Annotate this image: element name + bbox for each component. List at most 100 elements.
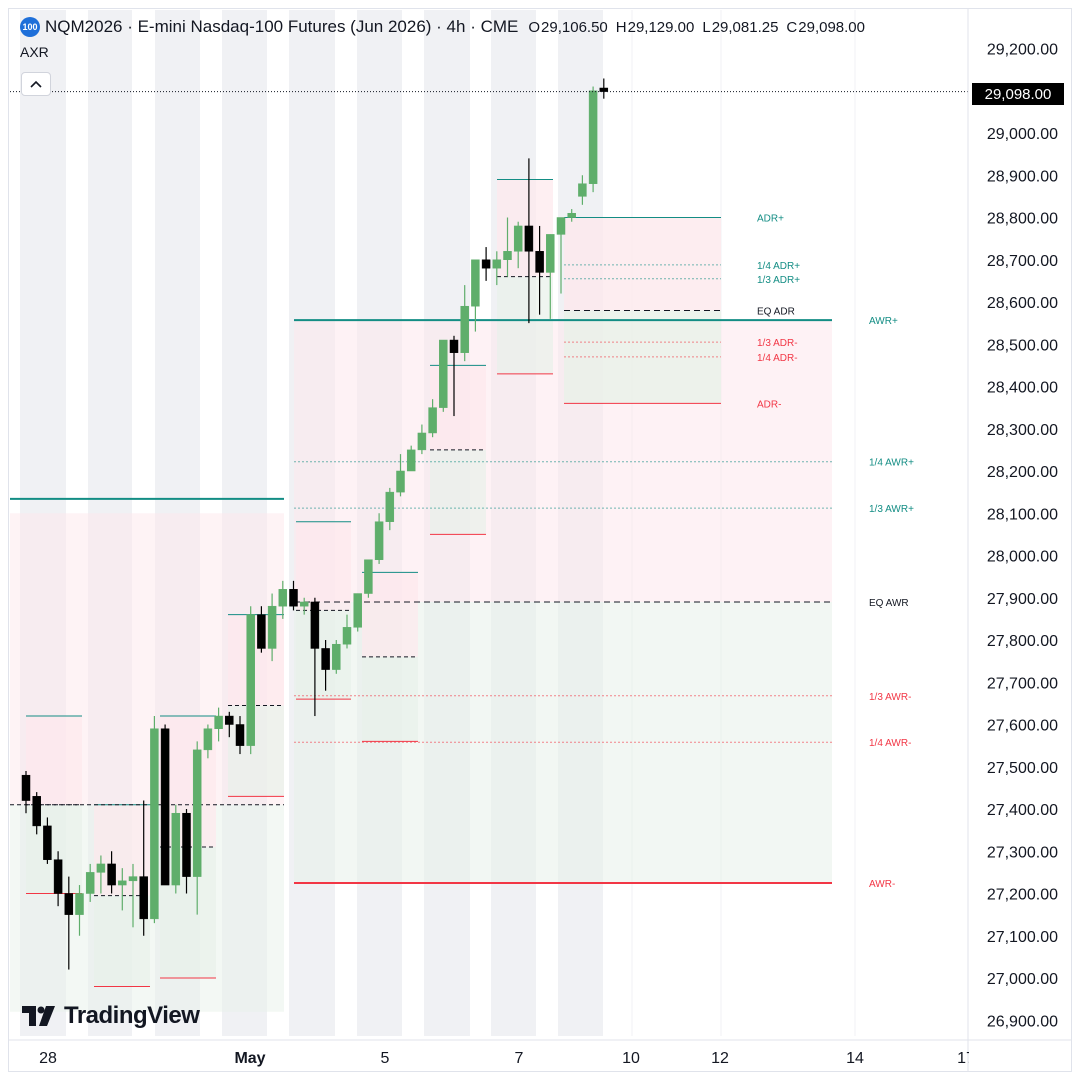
y-tick-label: 27,900.00 (987, 591, 1058, 608)
indicator-name[interactable]: AXR (20, 44, 49, 60)
y-tick-label: 28,700.00 (987, 253, 1058, 270)
x-tick-label: 12 (711, 1050, 729, 1067)
y-tick-label: 27,100.00 (987, 929, 1058, 946)
candle-body (32, 796, 41, 827)
candle-body (567, 213, 576, 218)
candle-body (278, 589, 288, 607)
y-tick-label: 29,000.00 (987, 126, 1058, 143)
y-tick-label: 28,900.00 (987, 168, 1058, 185)
candle-body (599, 87, 609, 92)
candle-body (225, 715, 234, 725)
candle-body (182, 812, 191, 877)
x-tick-label: May (234, 1050, 265, 1067)
y-tick-label: 28,600.00 (987, 295, 1058, 312)
axr-level-label: ADR+ (757, 214, 784, 225)
y-tick-label: 27,700.00 (987, 675, 1058, 692)
axr-level-label: 1/3 ADR- (757, 338, 798, 349)
candle-body (107, 863, 116, 886)
prior-day-zone (362, 656, 418, 742)
chevron-up-icon (30, 80, 42, 88)
y-tick-label: 28,400.00 (987, 380, 1058, 397)
axr-level-label: 1/4 AWR+ (869, 458, 914, 469)
candle-body (203, 728, 213, 751)
y-tick-label: 27,500.00 (987, 760, 1058, 777)
candle-body (310, 601, 320, 649)
tradingview-logo[interactable]: TradingView (22, 1002, 200, 1030)
candle-body (439, 339, 448, 408)
axr-level-label: ADR- (757, 399, 781, 410)
ohlc-key: H (615, 18, 627, 36)
axr-level-label: 1/4 ADR+ (757, 261, 800, 272)
candle-body (578, 183, 587, 197)
candle-body (96, 863, 106, 873)
y-tick-label: 27,800.00 (987, 633, 1058, 650)
y-tick-label: 28,800.00 (987, 211, 1058, 228)
axr-level-label: 1/3 ADR+ (757, 275, 800, 286)
axr-level-label: 1/3 AWR- (869, 692, 911, 703)
candle-body (460, 305, 469, 353)
candle-body (85, 872, 95, 894)
y-tick-label: 27,400.00 (987, 802, 1058, 819)
candle-body (492, 259, 502, 269)
candle-body (396, 470, 405, 493)
candle-body (385, 491, 395, 522)
axr-level-label: 1/4 ADR- (757, 353, 798, 364)
y-tick-label: 28,100.00 (987, 506, 1058, 523)
candle-body (150, 728, 159, 920)
candle-body (235, 724, 245, 746)
axr-level-label: 1/4 AWR- (869, 738, 911, 749)
candle-body (192, 749, 202, 877)
candle-body (556, 217, 566, 235)
y-tick-label: 27,000.00 (987, 971, 1058, 988)
candle-body (139, 876, 148, 920)
ohlc-value: 29,098.00 (798, 18, 865, 36)
candle-body (513, 225, 523, 252)
y-tick-label: 28,300.00 (987, 422, 1058, 439)
candle-body (128, 876, 138, 882)
tradingview-wordmark: TradingView (64, 1002, 200, 1029)
candle-body (471, 259, 480, 307)
candle-body (321, 648, 330, 670)
candle-body (332, 643, 341, 670)
candle-body (449, 339, 459, 353)
candle-body (299, 601, 309, 607)
candle-body (118, 880, 127, 886)
collapse-indicators-button[interactable] (21, 72, 51, 96)
ohlc-key: C (786, 18, 798, 36)
symbol-legend[interactable]: 100 NQM2026 · E-mini Nasdaq-100 Futures … (20, 16, 873, 38)
y-tick-label: 29,200.00 (987, 42, 1058, 59)
candle-body (546, 234, 555, 273)
symbol-title: NQM2026 · E-mini Nasdaq-100 Futures (Jun… (45, 17, 519, 36)
adr-upper-zone (564, 217, 721, 311)
y-tick-label: 27,200.00 (987, 887, 1058, 904)
prior-day-zone (430, 449, 486, 535)
candle-body (481, 259, 491, 269)
axr-level-label: EQ AWR (869, 598, 909, 609)
candle-body (64, 893, 74, 915)
candle-body (364, 559, 373, 594)
axr-level-label: EQ ADR (757, 306, 795, 317)
y-tick-label: 28,000.00 (987, 549, 1058, 566)
candle-body (524, 225, 534, 252)
candle-body (417, 432, 427, 451)
candle-body (75, 893, 84, 915)
prior-day-zone (228, 705, 284, 797)
candle-body (21, 774, 31, 801)
prior-day-zone (26, 716, 82, 805)
candle-body (535, 251, 544, 273)
axr-level-label: 1/3 AWR+ (869, 504, 914, 515)
prior-day-zone (497, 276, 553, 374)
candle-body (374, 521, 384, 560)
adr-lower-zone (564, 310, 721, 404)
ohlc-key: L (702, 18, 711, 36)
candle-body (406, 449, 416, 472)
candle-body (353, 593, 362, 628)
prior-day-zone (296, 521, 351, 611)
candle-body (289, 589, 298, 607)
candle-body (160, 728, 170, 886)
ohlc-value: 29,106.50 (541, 18, 608, 36)
ohlc-value: 29,081.25 (711, 18, 779, 36)
ohlc-value: 29,129.00 (627, 18, 695, 36)
x-tick-label: 14 (846, 1050, 864, 1067)
